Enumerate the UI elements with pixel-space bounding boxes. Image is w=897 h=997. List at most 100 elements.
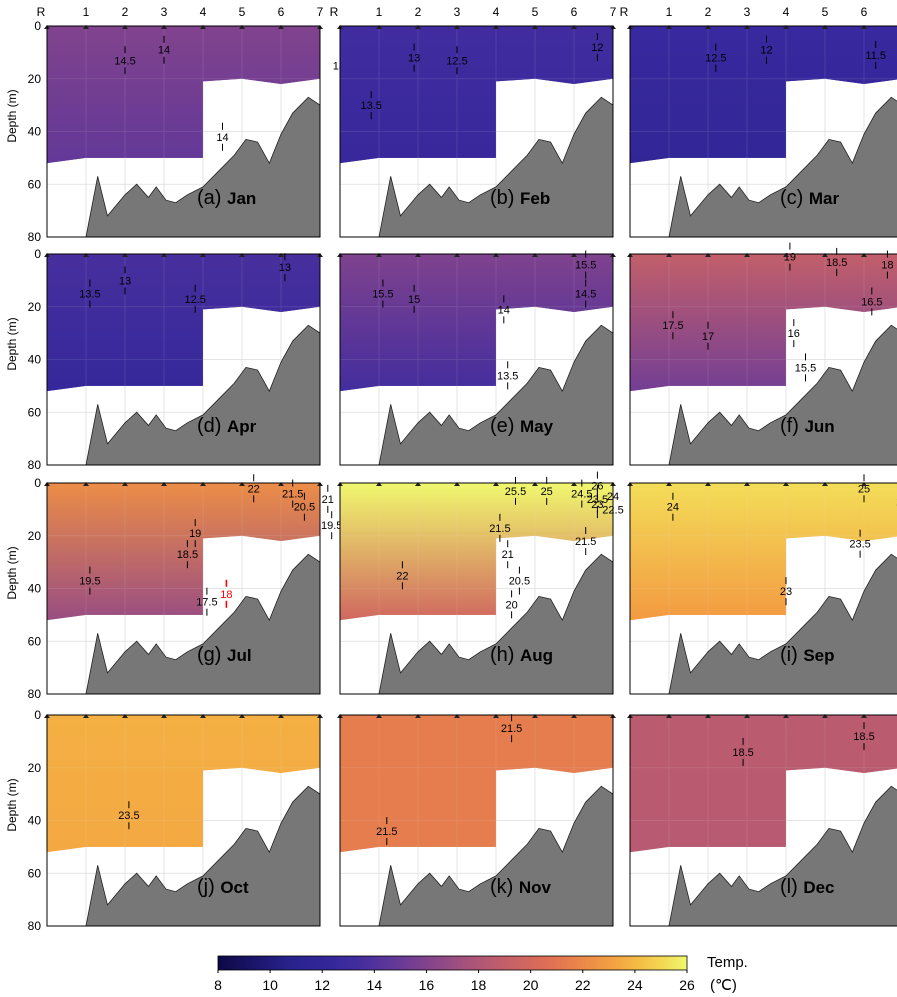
station-marker — [239, 482, 245, 486]
panel-frame — [339, 253, 614, 466]
station-marker — [454, 482, 460, 486]
water-field-overlay — [630, 254, 897, 392]
contour-label: 13.5 — [79, 289, 100, 301]
contour-label: 14 — [158, 45, 170, 57]
contour-label: 14 — [498, 304, 510, 316]
colorbar-tick-label: 24 — [627, 977, 643, 993]
station-marker — [83, 714, 89, 718]
panel-frame — [629, 714, 897, 927]
panel-label: (h) Aug — [490, 644, 553, 666]
station-marker — [278, 714, 284, 718]
station-marker — [83, 253, 89, 257]
colorbar: 8 10 12 14 16 18 20 22 24 26 Temp. (℃) — [214, 954, 748, 994]
contour-label: 20.5 — [509, 576, 530, 588]
station-marker — [783, 714, 789, 718]
x-tick-label: 2 — [122, 5, 129, 19]
station-marker — [532, 253, 538, 257]
station-marker — [571, 714, 577, 718]
x-tick-label: R — [37, 5, 46, 19]
station-marker — [571, 25, 577, 29]
station-marker — [376, 714, 382, 718]
station-marker — [705, 253, 711, 257]
contour-label: 23.5 — [587, 494, 608, 506]
station-marker — [744, 25, 750, 29]
contour-label: 16.5 — [861, 296, 882, 308]
y-tick-label: 40 — [28, 814, 42, 828]
contour-label: 23 — [591, 499, 603, 511]
contour-label: 19.5 — [321, 520, 342, 532]
station-marker — [415, 482, 421, 486]
y-tick-label: 40 — [28, 125, 42, 139]
water-field-overlay — [630, 715, 897, 853]
contour-label: 11.5 — [865, 50, 886, 62]
station-marker — [454, 25, 460, 29]
station-marker — [705, 482, 711, 486]
x-tick-label: R — [620, 5, 629, 19]
station-marker — [705, 714, 711, 718]
contour-label: 19 — [784, 252, 796, 264]
panel-label: (b) Feb — [490, 187, 550, 209]
y-axis-label: Depth (m) — [5, 546, 19, 599]
contour-label: 13.5 — [360, 100, 381, 112]
station-marker — [239, 25, 245, 29]
panel-nov: 21.5 21.5 (k) Nov — [337, 714, 616, 927]
panel-frame — [46, 253, 321, 466]
contour-label: 19.5 — [79, 576, 100, 588]
seafloor-bathymetry — [668, 96, 897, 238]
station-marker — [376, 25, 382, 29]
station-marker — [861, 25, 867, 29]
water-field-overlay — [340, 715, 613, 853]
y-axis-label: Depth (m) — [5, 89, 19, 142]
panel-frame — [339, 714, 614, 927]
panel-label: (c) Mar — [780, 187, 840, 209]
panel-label: (i) Sep — [780, 644, 835, 666]
station-marker — [783, 253, 789, 257]
panel-label: (k) Nov — [490, 876, 552, 898]
station-marker — [239, 714, 245, 718]
x-tick-label: 7 — [317, 5, 324, 19]
contour-label: 24.5 — [571, 489, 592, 501]
x-tick-label: 3 — [744, 5, 751, 19]
x-tick-label: 6 — [861, 5, 868, 19]
contour-label: 19 — [189, 528, 201, 540]
station-marker — [83, 25, 89, 29]
panel-jan: 14.51413.514R1234567020406080Depth (m)(a… — [5, 5, 354, 244]
x-tick-label: 4 — [493, 5, 500, 19]
station-marker — [161, 25, 167, 29]
contour-label: 14.5 — [114, 55, 135, 67]
x-tick-label: 6 — [571, 5, 578, 19]
station-marker — [122, 482, 128, 486]
contour-label: 18.5 — [732, 747, 753, 759]
contour-label: 21.5 — [501, 723, 522, 735]
station-marker — [161, 714, 167, 718]
y-tick-label: 80 — [28, 919, 42, 933]
y-tick-label: 0 — [34, 708, 41, 722]
station-marker — [493, 25, 499, 29]
panel-frame — [629, 482, 897, 695]
panel-label: (g) Jul — [197, 644, 252, 666]
x-tick-label: 1 — [666, 5, 673, 19]
station-marker — [161, 482, 167, 486]
contour-label: 21 — [502, 549, 514, 561]
seafloor-bathymetry — [668, 553, 897, 695]
station-marker — [376, 482, 382, 486]
contour-label: 12.5 — [705, 53, 726, 65]
contour-label: 18 — [220, 589, 232, 601]
contour-label: 17 — [702, 331, 714, 343]
panel-label: (e) May — [490, 415, 554, 437]
panel-frame — [46, 25, 321, 238]
station-marker — [200, 714, 206, 718]
colorbar-gradient — [217, 955, 688, 971]
x-tick-label: 2 — [705, 5, 712, 19]
station-marker — [83, 482, 89, 486]
contour-label: 23.5 — [849, 539, 870, 551]
station-marker — [239, 253, 245, 257]
station-marker — [493, 482, 499, 486]
station-marker — [666, 25, 672, 29]
seafloor-bathymetry — [85, 785, 321, 927]
y-tick-label: 0 — [34, 19, 41, 33]
